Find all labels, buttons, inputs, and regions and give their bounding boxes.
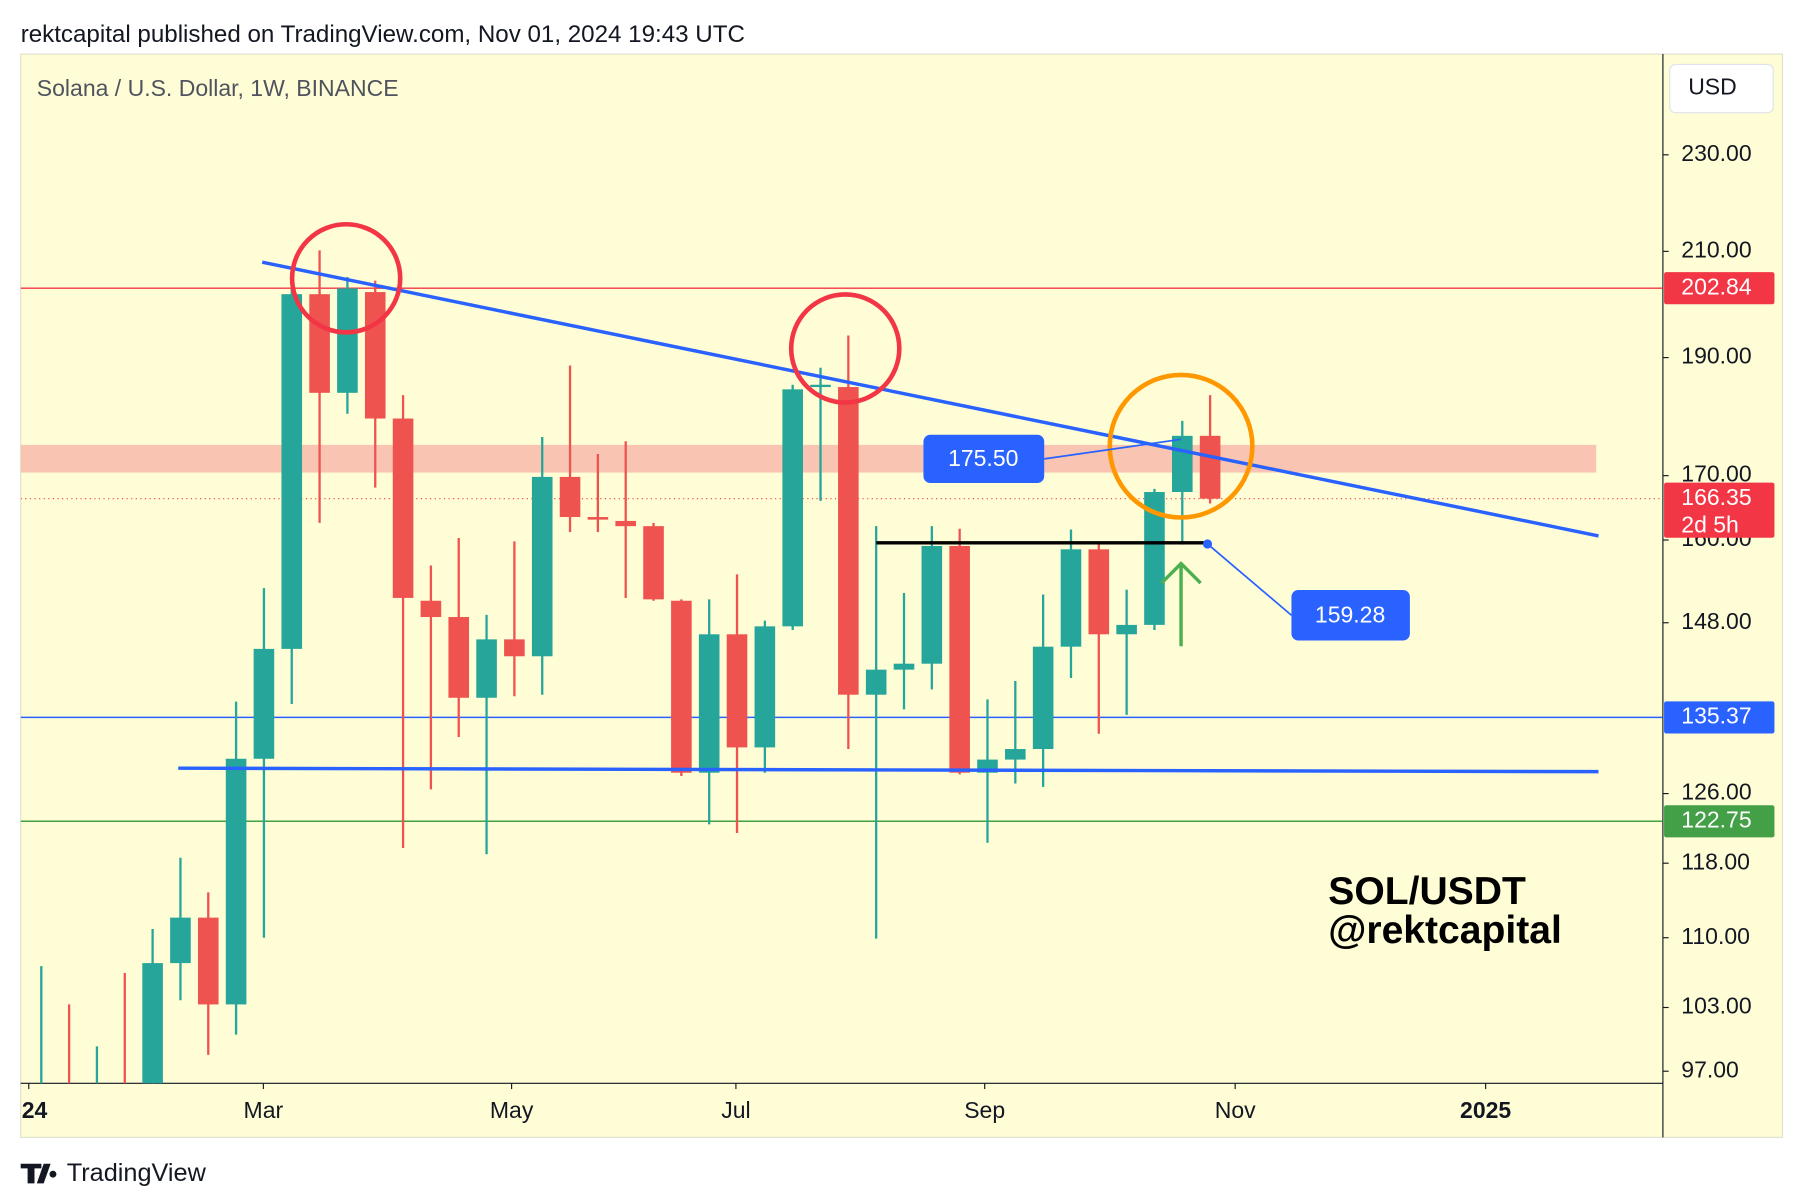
candle-body (420, 600, 442, 618)
watermark: SOL/USDT (1328, 870, 1526, 913)
candle-body (838, 387, 859, 695)
candle-body (1088, 549, 1110, 635)
trendline (261, 260, 1599, 538)
candle-body (197, 917, 219, 1005)
callout-box (923, 434, 1045, 484)
candle-body (559, 476, 581, 518)
x-tick-label: May (490, 1097, 534, 1123)
logo (20, 1163, 57, 1184)
callout-line (1044, 438, 1182, 460)
candle-body (142, 963, 163, 1084)
price-badge (1664, 272, 1775, 305)
candle-body (281, 294, 303, 649)
candle-body (364, 292, 386, 419)
y-tick-label: 230.00 (1681, 140, 1751, 166)
countdown: 2d 5h (1681, 511, 1739, 537)
candle-body (448, 617, 470, 698)
circle-marker (289, 221, 403, 335)
price-badge (1664, 482, 1775, 538)
footer: TradingView (67, 1159, 207, 1187)
candle-body (921, 545, 943, 664)
x-tick-label: Mar (244, 1097, 284, 1123)
callout: 175.50 (948, 445, 1018, 471)
y-tick-label: 170.00 (1681, 461, 1751, 487)
candle-body (671, 600, 692, 773)
circle-marker (788, 292, 902, 405)
candle-body (754, 626, 776, 748)
y-tick-label: 110.00 (1681, 923, 1750, 949)
candle-body (949, 545, 970, 773)
candle-body (170, 917, 191, 964)
candle-body (698, 634, 720, 773)
candle-body (643, 526, 664, 600)
candle-body (782, 389, 803, 627)
price-badge (1664, 701, 1775, 734)
callout-line (1206, 543, 1293, 616)
y-tick-label: 190.00 (1681, 343, 1751, 369)
axes: 230.00210.00190.00170.00160.00148.00126.… (22, 140, 1775, 1123)
x-tick-label: 2025 (1460, 1097, 1511, 1123)
y-tick-label: 97.00 (1681, 1056, 1739, 1082)
candle-body (726, 634, 748, 748)
candle-body (865, 669, 887, 695)
y-tick-label: 148.00 (1681, 608, 1751, 634)
y-tick-label: 118.00 (1681, 848, 1750, 874)
support-line (178, 766, 1599, 774)
candle-body (615, 520, 637, 527)
callout-dot (1202, 539, 1213, 549)
x-tick-label: 24 (22, 1097, 48, 1123)
candle-body (253, 648, 275, 759)
currency-box[interactable] (1669, 63, 1774, 114)
y-tick-label: 210.00 (1681, 236, 1751, 262)
candle-body (504, 639, 525, 657)
candle-body (1005, 749, 1026, 760)
price-badge (1664, 805, 1775, 838)
x-tick-label: Nov (1215, 1097, 1256, 1123)
candle-body (1032, 646, 1054, 750)
candle-body (225, 758, 247, 1005)
price-badge-label: 135.37 (1681, 703, 1751, 729)
candle-body (309, 294, 330, 393)
candle-body (1144, 492, 1165, 625)
header: rektcapital published on TradingView.com… (21, 21, 745, 48)
currency: USD (1688, 74, 1737, 100)
watermark: @rektcapital (1328, 909, 1562, 952)
price-badge-label: 202.84 (1681, 273, 1752, 299)
candle-body (531, 476, 553, 657)
candle-body (810, 384, 831, 388)
chart-title: Solana / U.S. Dollar, 1W, BINANCE (37, 75, 399, 101)
x-tick-label: Jul (721, 1097, 750, 1123)
callout: 159.28 (1315, 601, 1385, 627)
callout-box (1291, 589, 1410, 641)
candle-body (337, 288, 358, 393)
candle-body (476, 639, 497, 698)
resistance-zone (20, 444, 1597, 473)
candle-body (1060, 549, 1082, 647)
price-badge-label: 122.75 (1681, 806, 1751, 832)
candle-body (1116, 624, 1137, 635)
circle-marker (1107, 372, 1255, 520)
y-tick-label: 103.00 (1681, 993, 1751, 1019)
candle-body (392, 418, 414, 598)
y-tick-label: 126.00 (1681, 779, 1751, 805)
candle-body (1199, 435, 1221, 499)
price-badge-label: 166.35 (1681, 484, 1751, 510)
overlay: 175.50 159.28 SOL/USDT @rektcapital (178, 221, 1599, 952)
arrow (1160, 561, 1202, 647)
candle-body (587, 517, 609, 520)
x-tick-label: Sep (964, 1097, 1005, 1123)
candle-body (1171, 435, 1193, 493)
candle-body (893, 663, 915, 670)
